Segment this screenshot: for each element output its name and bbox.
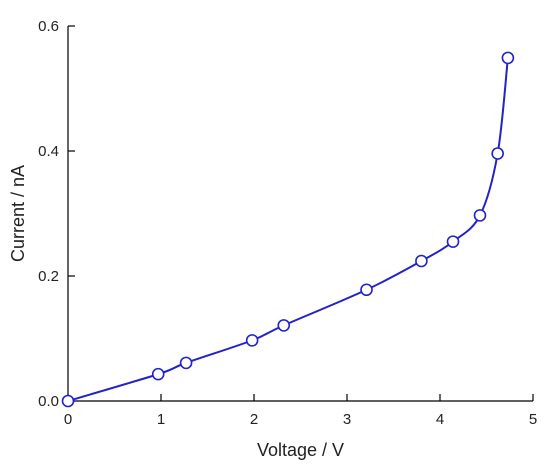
data-point	[245, 334, 259, 347]
y-tick-label: 0.6	[38, 18, 59, 35]
x-axis-title: Voltage / V	[257, 440, 344, 460]
y-tick-label: 0.0	[38, 393, 59, 410]
data-point	[473, 209, 487, 222]
data-point	[360, 283, 373, 297]
x-tick-label: 4	[436, 411, 444, 428]
series-line	[67, 57, 509, 402]
x-tick-label: 3	[343, 411, 351, 428]
data-point	[277, 319, 291, 332]
x-tick-label: 5	[529, 411, 537, 428]
data-point	[501, 51, 515, 65]
data-point	[61, 394, 75, 408]
plot-area: 0 1 2 3 4 5 0.0 0.2 0.4 0.6	[38, 18, 537, 428]
x-tick-label: 0	[64, 411, 72, 428]
data-point	[491, 147, 504, 160]
data-point	[415, 254, 428, 268]
y-axis-title: Current / nA	[8, 165, 28, 262]
data-point	[446, 235, 460, 248]
x-tick-label: 1	[157, 411, 165, 428]
data-point	[179, 356, 193, 370]
x-tick-label: 2	[250, 411, 258, 428]
y-tick-label: 0.4	[38, 143, 59, 160]
data-point	[151, 367, 165, 381]
y-tick-label: 0.2	[38, 268, 59, 285]
